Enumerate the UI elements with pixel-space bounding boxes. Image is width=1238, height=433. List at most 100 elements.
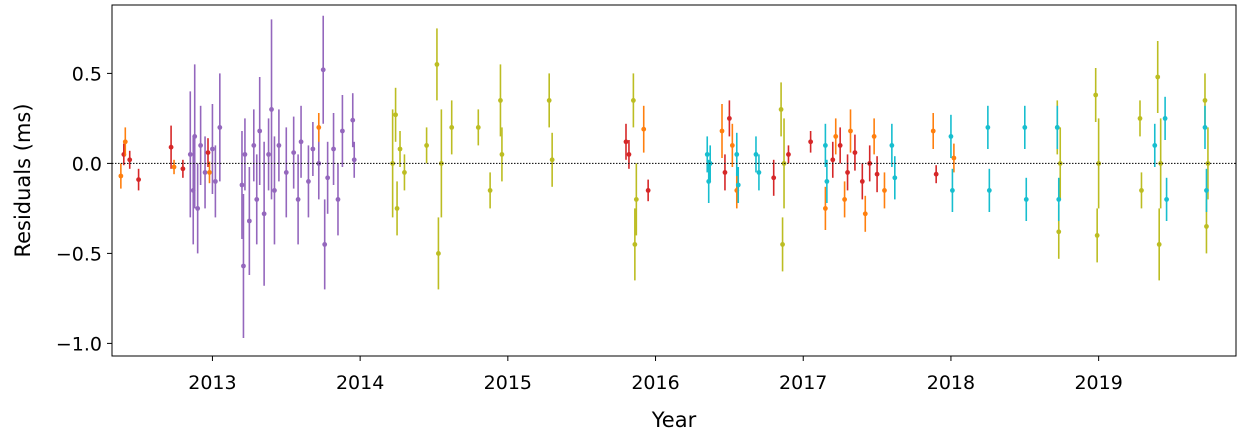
- series-3: [390, 28, 1211, 290]
- data-point: [889, 143, 895, 148]
- data-point: [632, 242, 638, 247]
- data-point: [1022, 125, 1028, 130]
- data-point: [325, 175, 331, 181]
- data-point: [1155, 74, 1161, 80]
- data-point: [295, 197, 301, 202]
- data-point: [434, 62, 440, 67]
- data-point: [424, 143, 430, 148]
- data-point: [322, 242, 328, 247]
- data-point: [187, 152, 193, 157]
- data-point: [269, 107, 274, 112]
- data-point: [786, 152, 791, 157]
- x-tick-label: 2017: [779, 372, 827, 394]
- data-point: [499, 152, 505, 157]
- y-axis-ticks: 0.5 0.0 −0.5 −1.0: [56, 63, 112, 355]
- data-point: [1023, 197, 1029, 202]
- data-point: [272, 188, 277, 193]
- data-point: [1094, 233, 1100, 238]
- data-point: [239, 182, 245, 188]
- data-point: [1202, 125, 1208, 130]
- data-point: [171, 164, 177, 170]
- data-point: [645, 188, 651, 193]
- data-point: [822, 143, 828, 148]
- data-point: [778, 107, 784, 112]
- data-point: [948, 134, 954, 139]
- series-4: [704, 96, 1209, 221]
- data-point: [951, 155, 957, 161]
- data-point: [867, 161, 873, 166]
- data-point: [1137, 116, 1143, 121]
- data-point: [1156, 242, 1162, 247]
- data-point: [331, 146, 336, 152]
- data-point: [641, 126, 647, 132]
- x-axis-ticks: 2013 2014 2015 2016 2017 2018 2019: [188, 356, 1123, 394]
- data-point: [291, 150, 297, 156]
- data-point: [390, 161, 396, 166]
- data-point: [780, 242, 785, 247]
- plot-frame: [111, 4, 1237, 357]
- data-point: [449, 125, 455, 130]
- data-point: [859, 179, 865, 184]
- data-point: [549, 157, 555, 163]
- data-point: [498, 98, 503, 103]
- data-point: [298, 139, 304, 145]
- data-point: [335, 197, 341, 202]
- data-point: [771, 175, 777, 181]
- data-point: [1202, 98, 1208, 103]
- data-point: [276, 143, 282, 148]
- x-tick-label: 2018: [927, 372, 975, 394]
- data-point: [475, 125, 481, 130]
- data-point: [852, 150, 858, 156]
- data-point: [756, 170, 762, 175]
- data-point: [402, 170, 407, 175]
- data-point: [340, 128, 345, 134]
- data-point: [310, 146, 316, 152]
- data-point: [438, 161, 444, 166]
- data-point: [393, 112, 398, 118]
- y-tick-label: −0.5: [56, 243, 102, 265]
- data-point: [985, 125, 991, 130]
- data-point: [933, 171, 939, 177]
- data-point: [1096, 161, 1102, 166]
- data-point: [726, 116, 732, 121]
- y-tick-label: −1.0: [56, 333, 102, 355]
- data-point: [874, 171, 880, 177]
- y-tick-label: 0.5: [72, 63, 102, 85]
- data-point: [202, 170, 208, 175]
- data-point: [1056, 197, 1062, 202]
- data-point: [316, 161, 322, 166]
- x-axis-label: Year: [651, 408, 697, 432]
- y-axis-label: Residuals (ms): [11, 103, 35, 257]
- data-point: [630, 98, 636, 103]
- data-point: [320, 67, 326, 73]
- data-point: [722, 170, 728, 175]
- data-point: [871, 134, 877, 139]
- data-point: [207, 170, 212, 175]
- data-point: [986, 188, 992, 193]
- data-point: [808, 139, 814, 145]
- data-point: [882, 188, 887, 193]
- data-point: [351, 157, 357, 163]
- data-point: [1162, 116, 1168, 121]
- data-marks: [118, 15, 1211, 338]
- x-tick-label: 2016: [631, 372, 679, 394]
- data-point: [212, 179, 218, 184]
- data-point: [180, 166, 186, 172]
- data-point: [246, 218, 252, 224]
- data-point: [729, 143, 735, 148]
- data-point: [862, 211, 868, 217]
- y-tick-label: 0.0: [72, 153, 102, 175]
- x-tick-label: 2015: [484, 372, 532, 394]
- data-point: [837, 143, 843, 148]
- data-point: [266, 152, 271, 157]
- data-point: [822, 206, 828, 211]
- data-point: [257, 128, 263, 134]
- data-point: [1056, 229, 1062, 235]
- data-point: [254, 197, 260, 202]
- data-point: [487, 188, 493, 193]
- data-point: [350, 117, 356, 123]
- data-point: [930, 128, 936, 134]
- data-point: [845, 170, 850, 175]
- data-point: [623, 139, 629, 145]
